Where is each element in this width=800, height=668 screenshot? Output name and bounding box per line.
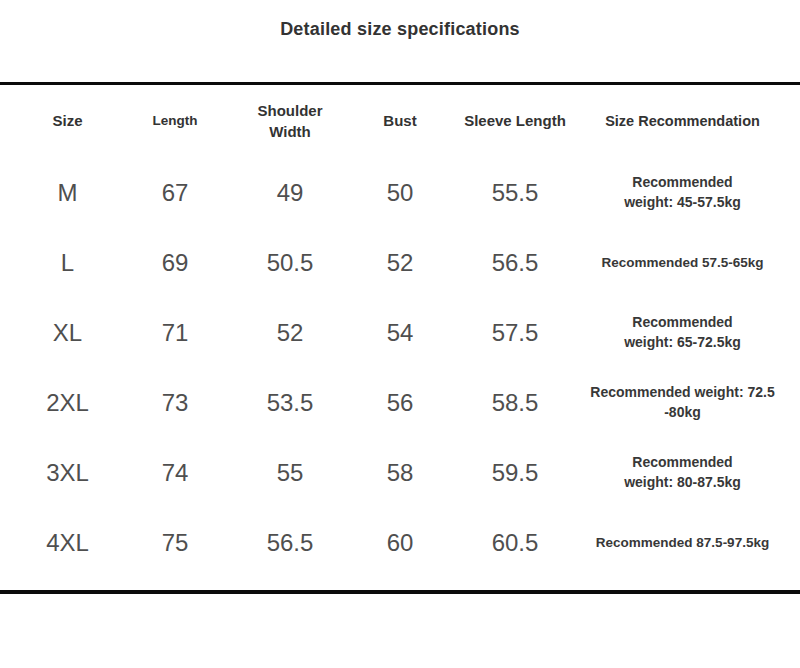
- recommendation-text: Recommended 87.5-97.5kg: [575, 508, 790, 578]
- bust-value: 56: [345, 368, 455, 438]
- size-value: L: [20, 228, 115, 298]
- table-header-row: Size Length Shoulder Width Bust Sleeve L…: [0, 85, 800, 158]
- shoulder-width-value: 49: [235, 158, 345, 228]
- shoulder-width-value: 56.5: [235, 508, 345, 578]
- length-value: 73: [115, 368, 235, 438]
- length-value: 67: [115, 158, 235, 228]
- bust-value: 52: [345, 228, 455, 298]
- page-title: Detailed size specifications: [0, 0, 800, 40]
- sleeve-length-value: 58.5: [455, 368, 575, 438]
- bottom-spacer: [0, 578, 800, 590]
- recommendation-text: Recommended weight: 45-57.5kg: [575, 158, 790, 228]
- recommendation-text: Recommended 57.5-65kg: [575, 228, 790, 298]
- table-row-4xl: 4XL 75 56.5 60 60.5 Recommended 87.5-97.…: [0, 508, 800, 578]
- column-header-size: Size: [20, 85, 115, 158]
- shoulder-width-value: 52: [235, 298, 345, 368]
- shoulder-width-value: 53.5: [235, 368, 345, 438]
- table-row-3xl: 3XL 74 55 58 59.5 Recommended weight: 80…: [0, 438, 800, 508]
- column-header-length: Length: [115, 85, 235, 158]
- column-header-length-label: Length: [153, 112, 198, 130]
- bust-value: 50: [345, 158, 455, 228]
- length-value: 75: [115, 508, 235, 578]
- length-value: 74: [115, 438, 235, 508]
- table-row-m: M 67 49 50 55.5 Recommended weight: 45-5…: [0, 158, 800, 228]
- table-row-l: L 69 50.5 52 56.5 Recommended 57.5-65kg: [0, 228, 800, 298]
- column-header-sleeve-length: Sleeve Length: [455, 85, 575, 158]
- shoulder-width-value: 55: [235, 438, 345, 508]
- sleeve-length-value: 59.5: [455, 438, 575, 508]
- length-value: 69: [115, 228, 235, 298]
- recommendation-text: Recommended weight: 80-87.5kg: [575, 438, 790, 508]
- recommendation-text: Recommended weight: 65-72.5kg: [575, 298, 790, 368]
- sleeve-length-value: 60.5: [455, 508, 575, 578]
- column-header-shoulder-width-label: Shoulder Width: [248, 101, 332, 142]
- column-header-bust-label: Bust: [383, 111, 416, 131]
- table-row-xl: XL 71 52 54 57.5 Recommended weight: 65-…: [0, 298, 800, 368]
- bust-value: 54: [345, 298, 455, 368]
- column-header-size-recommendation-label: Size Recommendation: [605, 112, 760, 132]
- length-value: 71: [115, 298, 235, 368]
- title-area: Detailed size specifications: [0, 0, 800, 85]
- size-spec-page: Detailed size specifications Size Length…: [0, 0, 800, 668]
- bust-value: 58: [345, 438, 455, 508]
- size-value: 4XL: [20, 508, 115, 578]
- sleeve-length-value: 57.5: [455, 298, 575, 368]
- recommendation-text: Recommended weight: 72.5 -80kg: [575, 368, 790, 438]
- sleeve-length-value: 56.5: [455, 228, 575, 298]
- size-value: M: [20, 158, 115, 228]
- table-row-2xl: 2XL 73 53.5 56 58.5 Recommended weight: …: [0, 368, 800, 438]
- column-header-size-label: Size: [52, 111, 82, 131]
- size-value: XL: [20, 298, 115, 368]
- size-value: 3XL: [20, 438, 115, 508]
- bust-value: 60: [345, 508, 455, 578]
- column-header-bust: Bust: [345, 85, 455, 158]
- column-header-size-recommendation: Size Recommendation: [575, 85, 790, 158]
- size-value: 2XL: [20, 368, 115, 438]
- footer-whitespace: [0, 594, 800, 664]
- column-header-shoulder-width: Shoulder Width: [235, 85, 345, 158]
- sleeve-length-value: 55.5: [455, 158, 575, 228]
- shoulder-width-value: 50.5: [235, 228, 345, 298]
- column-header-sleeve-length-label: Sleeve Length: [464, 111, 566, 131]
- size-table: Size Length Shoulder Width Bust Sleeve L…: [0, 85, 800, 578]
